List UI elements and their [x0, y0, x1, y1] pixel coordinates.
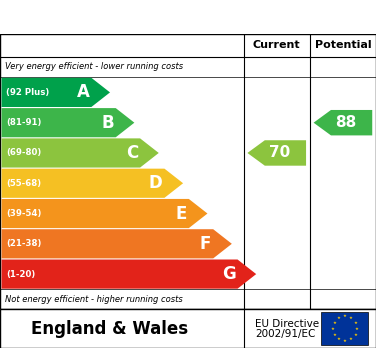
Polygon shape: [314, 110, 372, 135]
Text: EU Directive: EU Directive: [255, 319, 319, 329]
Text: 2002/91/EC: 2002/91/EC: [255, 329, 315, 339]
Text: Very energy efficient - lower running costs: Very energy efficient - lower running co…: [5, 62, 183, 71]
Text: 70: 70: [269, 145, 290, 160]
Polygon shape: [2, 199, 208, 228]
Text: England & Wales: England & Wales: [31, 319, 188, 338]
Text: ★: ★: [349, 316, 353, 320]
Polygon shape: [2, 260, 256, 289]
Text: A: A: [77, 84, 89, 101]
Polygon shape: [2, 229, 232, 259]
Text: ★: ★: [337, 337, 341, 341]
Text: E: E: [176, 205, 187, 222]
Text: ★: ★: [349, 337, 353, 341]
Polygon shape: [247, 140, 306, 166]
Text: G: G: [222, 265, 236, 283]
Text: ★: ★: [333, 333, 337, 337]
Text: (1-20): (1-20): [6, 270, 35, 279]
Text: C: C: [126, 144, 138, 162]
Text: (69-80): (69-80): [6, 149, 41, 157]
Text: Current: Current: [253, 40, 300, 50]
Text: ★: ★: [331, 326, 335, 331]
Polygon shape: [2, 108, 134, 137]
Text: ★: ★: [355, 326, 359, 331]
Text: ★: ★: [337, 316, 341, 320]
Bar: [321, 312, 368, 345]
Text: 88: 88: [335, 115, 356, 130]
Text: Energy Efficiency Rating: Energy Efficiency Rating: [64, 8, 312, 26]
Text: Not energy efficient - higher running costs: Not energy efficient - higher running co…: [5, 295, 182, 303]
Text: ★: ★: [353, 333, 357, 337]
Text: ★: ★: [343, 339, 347, 342]
Text: (55-68): (55-68): [6, 179, 41, 188]
Polygon shape: [2, 139, 159, 167]
Text: (92 Plus): (92 Plus): [6, 88, 49, 97]
Polygon shape: [2, 169, 183, 198]
Text: (81-91): (81-91): [6, 118, 41, 127]
Text: ★: ★: [343, 315, 347, 318]
Polygon shape: [2, 78, 110, 107]
Text: (39-54): (39-54): [6, 209, 41, 218]
Text: B: B: [101, 114, 114, 132]
Text: D: D: [149, 174, 162, 192]
Text: ★: ★: [333, 321, 337, 324]
Text: F: F: [200, 235, 211, 253]
Text: (21-38): (21-38): [6, 239, 41, 248]
Text: Potential: Potential: [315, 40, 371, 50]
Text: ★: ★: [353, 321, 357, 324]
